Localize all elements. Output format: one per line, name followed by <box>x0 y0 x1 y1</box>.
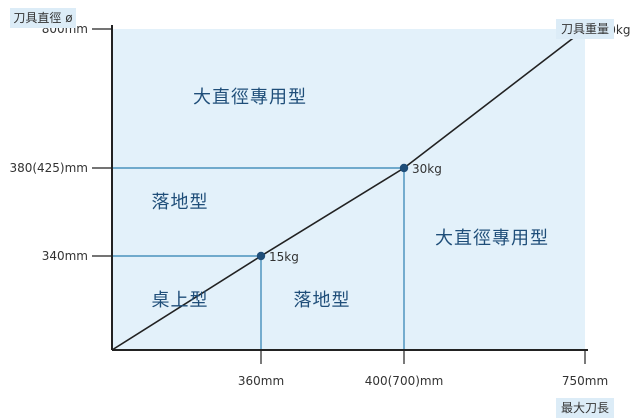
x-axis-title: 最大刀長 <box>561 401 609 415</box>
x-tick-label-2: 400(700)mm <box>365 374 444 388</box>
region-label-3: 桌上型 <box>152 290 209 311</box>
region-label-1: 大直徑專用型 <box>193 87 307 108</box>
point-series-title: 刀具重量 <box>561 22 609 36</box>
y-axis-title: 刀具直徑 ø <box>13 11 72 25</box>
data-point-1 <box>256 251 266 261</box>
region-label-2: 落地型 <box>152 192 209 213</box>
plot-background <box>112 29 585 350</box>
region-label-5: 大直徑專用型 <box>435 228 549 249</box>
x-axis-title-box <box>556 398 614 418</box>
y-tick-label-2: 380(425)mm <box>9 161 88 175</box>
y-tick-label-1: 340mm <box>42 249 88 263</box>
point-series-title-box <box>556 19 614 39</box>
y-axis-title-box <box>10 8 76 28</box>
data-point-label-2: 30kg <box>412 162 442 176</box>
region-label-4: 落地型 <box>294 290 351 311</box>
data-point-label-1: 15kg <box>269 250 299 264</box>
x-tick-label-3: 750mm <box>562 374 608 388</box>
data-point-2 <box>399 163 409 173</box>
x-tick-label-1: 360mm <box>238 374 284 388</box>
series-line <box>111 28 586 351</box>
